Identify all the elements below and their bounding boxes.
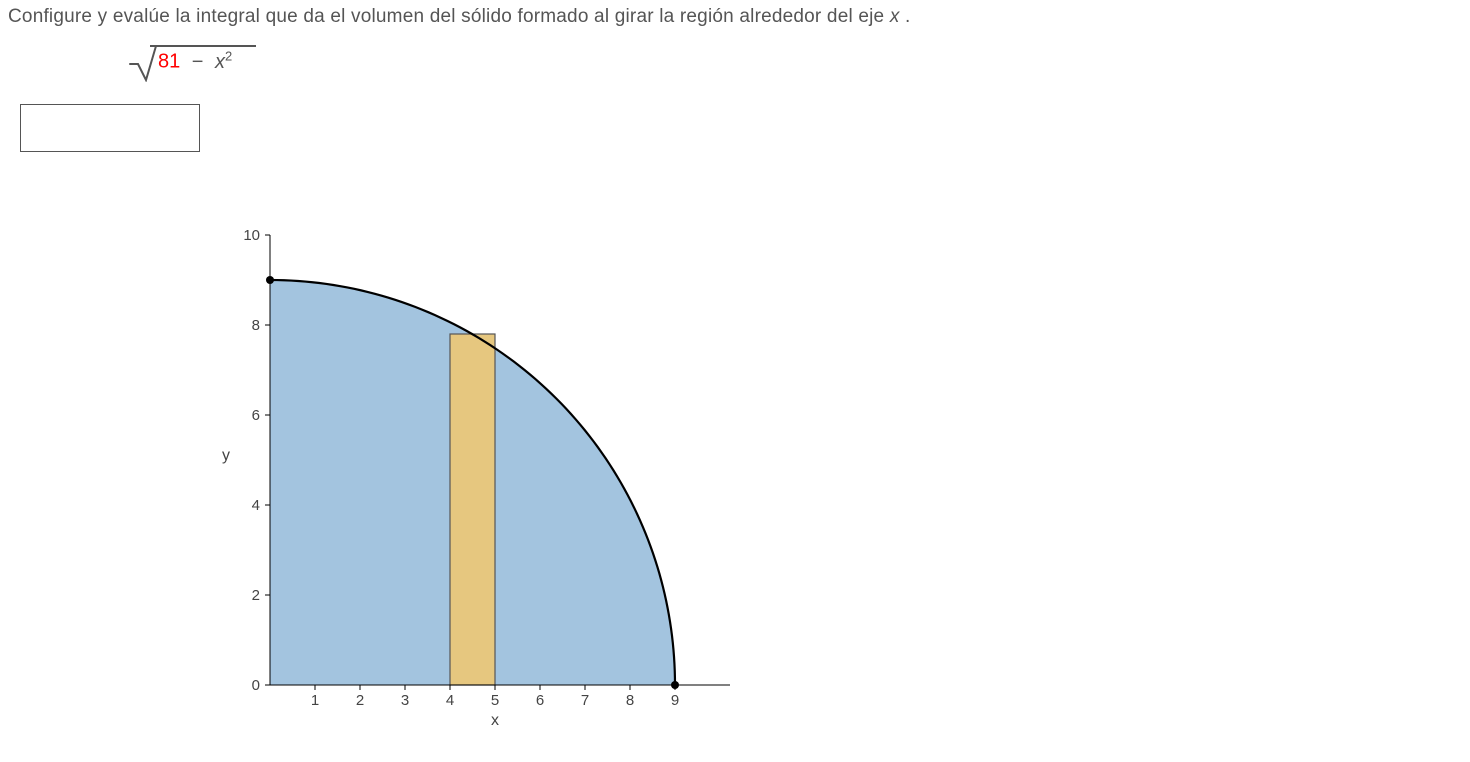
x-tick-label: 5	[491, 692, 499, 709]
curve-endpoint-right	[671, 681, 679, 689]
question-text-after: .	[900, 6, 911, 27]
x-tick-label: 9	[671, 692, 679, 709]
formula-sqrt-expression: 81 − x2	[128, 42, 1462, 84]
y-tick-label: 10	[243, 227, 260, 244]
sqrt-overline	[150, 45, 256, 47]
x-axis-label: x	[491, 712, 499, 729]
radicand-variable: x2	[215, 51, 232, 73]
radicand-minus: −	[186, 51, 209, 73]
x-tick-label: 6	[536, 692, 544, 709]
answer-input[interactable]	[20, 104, 200, 152]
x-tick-label: 3	[401, 692, 409, 709]
question-var-x: x	[890, 6, 900, 27]
y-axis-label: y	[222, 447, 230, 464]
curve-endpoint-top	[266, 276, 274, 284]
y-tick-label: 0	[252, 677, 260, 694]
question-text-before: Configure y evalúe la integral que da el…	[8, 6, 890, 27]
x-tick-label: 1	[311, 692, 319, 709]
x-tick-label: 7	[581, 692, 589, 709]
disk-element-rect	[450, 334, 495, 685]
y-tick-label: 2	[252, 587, 260, 604]
chart-container: 1 2 3 4 5 6 7 8 9 0 2 4 6 8 10 y x	[210, 215, 740, 745]
y-tick-label: 6	[252, 407, 260, 424]
radicand-coefficient: 81	[158, 51, 180, 73]
radicand: 81 − x2	[158, 48, 232, 74]
x-tick-label: 2	[356, 692, 364, 709]
x-tick-label: 8	[626, 692, 634, 709]
y-tick-label: 4	[252, 497, 260, 514]
volume-chart: 1 2 3 4 5 6 7 8 9 0 2 4 6 8 10 y x	[210, 215, 740, 745]
question-text: Configure y evalúe la integral que da el…	[8, 6, 1462, 28]
y-tick-label: 8	[252, 317, 260, 334]
x-tick-label: 4	[446, 692, 454, 709]
